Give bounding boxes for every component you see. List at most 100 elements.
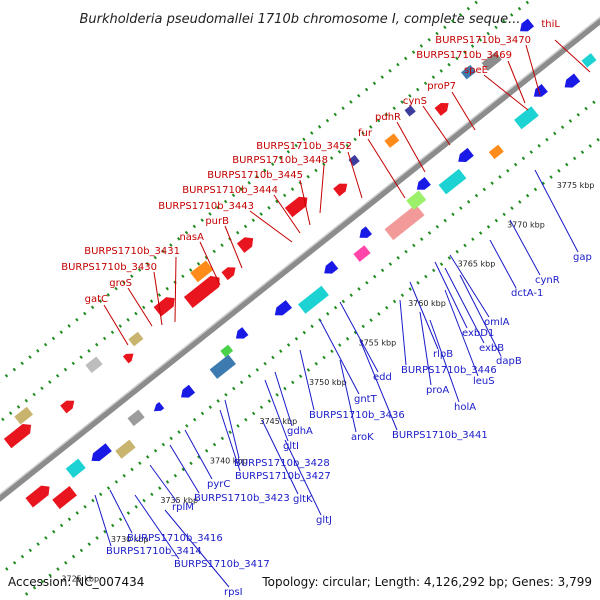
gene-feature [458,147,474,162]
forward-gene-label: BURPS1710b_3443 [158,201,254,212]
reverse-label-leader [399,299,407,366]
reverse-label-leader [299,349,315,411]
forward-label-leader [273,194,301,234]
reverse-label-leader [184,429,213,480]
reverse-gene-label: BURPS1710b_3436 [309,410,405,421]
forward-label-leader [554,39,591,73]
reverse-label-leader [509,219,541,276]
forward-gene-label: BURPS1710b_3470 [435,35,531,46]
reverse-label-leader [429,319,460,403]
gene-block [220,344,234,358]
gene-feature [60,400,75,414]
gene-feature [564,73,581,88]
reverse-gene-label: leuS [473,376,495,387]
forward-label-leader [299,179,311,226]
gene-feature [438,168,467,195]
gene-feature [14,406,34,425]
gene-feature [406,190,427,210]
gene-feature [581,53,597,68]
reverse-gene-label: gltJ [316,515,332,526]
forward-gene-label: speE [464,65,488,76]
reverse-gene-label: dctA-1 [511,288,543,299]
reverse-label-leader [339,359,357,433]
gene-block [127,409,145,427]
gene-feature [221,267,236,281]
kbp-tick-label: 3775 kbp [557,181,595,190]
gene-arrow-forward [333,183,348,197]
gene-arrow-forward [236,237,254,253]
forward-label-leader [396,121,426,173]
gene-block [438,168,467,195]
gene-arrow-reverse [564,73,581,88]
gene-arrow-reverse [274,300,292,316]
gene-feature [220,344,234,358]
gene-block [488,144,504,160]
reverse-label-leader [534,169,579,253]
gene-arrow-reverse [91,443,112,462]
gene-arrow-reverse [533,83,548,97]
reverse-label-leader [169,444,200,494]
gene-block [460,64,476,80]
gene-feature [297,285,329,314]
gene-block [209,354,236,379]
reverse-gene-label: gltK [293,494,313,505]
reverse-label-leader [459,274,502,357]
kbp-tick-label: 3770 kbp [507,220,545,229]
forward-gene-label: BURPS1710b_3452 [256,141,352,152]
gene-feature [416,176,431,190]
gene-feature [235,327,249,339]
reverse-gene-label: gltI [283,441,299,452]
forward-label-leader [153,271,163,326]
forward-gene-label: proP7 [427,81,456,92]
forward-gene-label: pdhR [375,112,401,123]
reverse-gene-label: pyrC [207,479,230,490]
forward-label-leader [422,105,451,146]
gene-arrow-reverse [520,18,535,32]
topology-text: Topology: circular; Length: 4,126,292 bp… [261,575,592,589]
forward-gene-label: BURPS1710b_3444 [182,185,278,196]
forward-gene-label: groS [109,278,132,289]
gene-block [52,486,77,510]
kbp-tick-label: 3745 kbp [260,417,298,426]
forward-gene-label: BURPS1710b_3469 [416,50,512,61]
kbp-tick-label: 3740 kbp [210,457,248,466]
reverse-label-leader [224,399,240,459]
kbp-tick-label: 3760 kbp [408,299,446,308]
reverse-label-leader [264,379,289,442]
reverse-gene-label: gntT [354,394,378,405]
reverse-gene-labels: gapcynRdctA-1omlAexbD1exbBdapBrlpBleuSBU… [94,169,592,598]
gene-feature [153,401,165,412]
gene-feature [25,485,50,508]
kbp-tick-label: 3765 kbp [458,260,496,269]
forward-label-leader [347,151,363,199]
gene-feature [481,51,502,71]
forward-gene-label: cynS [403,96,427,107]
gene-arrow-reverse [153,401,165,412]
gene-feature [91,443,112,462]
forward-gene-label: BURPS1710b_3445 [207,170,303,181]
kbp-tick-label: 3725 kbp [61,575,99,584]
tick-track-1 [0,0,533,424]
gene-block [85,356,103,374]
gene-block [514,106,539,130]
gene-arrow-forward [122,353,134,364]
forward-label-leader [525,44,541,96]
forward-label-leader [249,210,293,243]
gene-feature [324,260,339,274]
gene-block [384,133,400,148]
gene-feature [3,423,32,449]
gene-arrow-reverse [235,327,249,339]
forward-gene-label: purB [205,216,229,227]
reverse-gene-label: exbD1 [462,328,494,339]
gene-arrow-forward [25,485,50,508]
gene-arrow-reverse [458,147,474,162]
forward-label-leader [127,287,153,327]
gene-block [404,105,416,117]
forward-label-leader [507,60,526,104]
gene-feature [52,486,77,510]
forward-label-leader [224,225,243,269]
gene-arrow-reverse [359,226,373,238]
reverse-gene-label: exbB [479,343,504,354]
gene-feature [284,196,308,218]
gene-feature [128,331,144,347]
